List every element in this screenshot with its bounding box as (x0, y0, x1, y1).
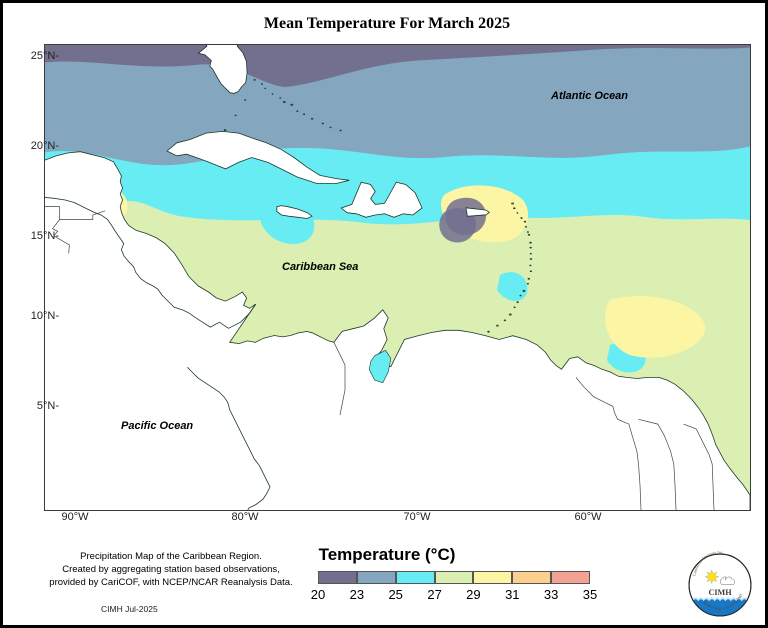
svg-text:CIMH: CIMH (708, 588, 732, 597)
